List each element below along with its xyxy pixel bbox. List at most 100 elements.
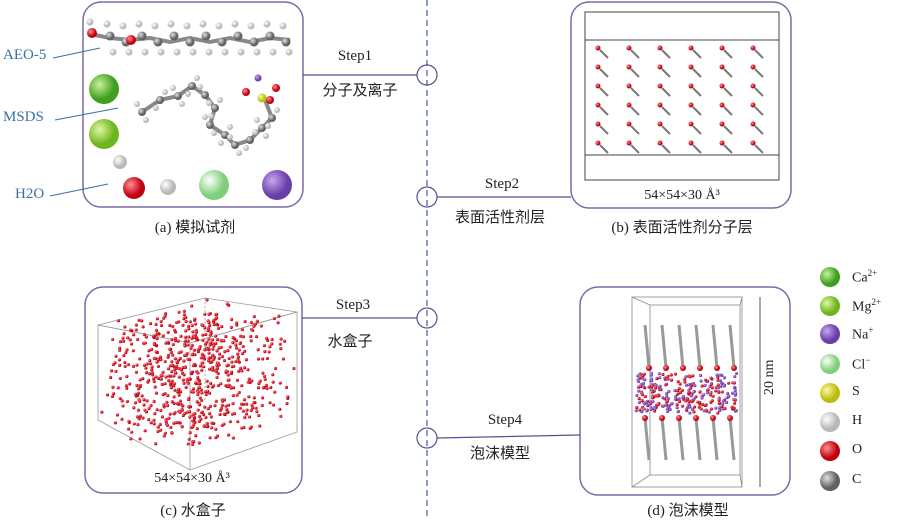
water-molecule [184, 315, 188, 320]
water-molecule [651, 400, 655, 404]
water-molecule [129, 437, 133, 441]
water-molecule [195, 427, 199, 431]
water-molecule [664, 391, 669, 396]
hydrogen-atom [254, 117, 260, 123]
legend-swatch-h [820, 412, 840, 432]
oxygen-atom [697, 365, 703, 371]
water-molecule [678, 382, 682, 386]
legend-item-o: O [852, 442, 863, 457]
water-molecule [132, 422, 136, 426]
panel-c-frame [84, 286, 303, 494]
water-molecule [194, 434, 198, 438]
panel-c-caption: (c) 水盒子 [160, 503, 226, 519]
water-molecule [733, 374, 737, 379]
water-molecule [155, 408, 159, 412]
water-molecule [203, 348, 207, 352]
water-molecule [692, 390, 696, 394]
water-molecule [186, 339, 190, 343]
sulfur-atom [257, 93, 267, 103]
water-molecule [216, 383, 221, 388]
water-molecule [172, 328, 177, 332]
water-molecule [142, 332, 147, 337]
water-molecule [118, 396, 122, 401]
water-molecule [226, 349, 230, 353]
hydrogen-atom [202, 114, 208, 120]
hydrogen-atom [218, 140, 224, 146]
water-molecule [163, 359, 167, 364]
water-molecule [638, 372, 642, 376]
water-molecule [278, 381, 282, 385]
water-molecule [730, 405, 734, 409]
water-molecule [164, 375, 168, 379]
oxygen-atom [626, 102, 632, 108]
water-molecule [720, 390, 724, 394]
water-molecule [211, 384, 216, 388]
legend-swatch-ca [820, 267, 840, 287]
oxygen-atom [688, 102, 694, 108]
water-molecule [120, 399, 124, 403]
water-molecule [716, 411, 720, 415]
water-molecule [231, 386, 236, 390]
oxygen-atom [693, 415, 699, 421]
water-molecule [152, 379, 156, 384]
water-molecule [258, 424, 262, 428]
water-molecule [169, 425, 173, 429]
water-molecule [113, 421, 118, 425]
water-molecule [141, 376, 145, 381]
water-molecule [128, 338, 132, 342]
water-molecule [166, 394, 170, 398]
water-molecule [171, 324, 175, 329]
water-molecule [659, 387, 663, 392]
water-molecule [166, 330, 170, 334]
water-molecule [170, 370, 174, 374]
water-molecule [269, 385, 273, 390]
water-molecule [228, 345, 232, 349]
water-molecule [134, 392, 138, 397]
water-molecule [197, 382, 201, 386]
water-molecule [715, 373, 719, 377]
oxygen-atom [126, 35, 136, 45]
hydrogen-atom [205, 48, 213, 56]
water-molecule [214, 369, 218, 373]
hydrogen-atom [86, 18, 94, 26]
water-molecule [643, 402, 647, 406]
water-molecule [187, 410, 192, 414]
oxygen-atom [688, 45, 694, 51]
oxygen-atom [750, 140, 756, 146]
step2-label: Step2 [484, 176, 520, 192]
water-molecule [122, 332, 126, 336]
water-molecule [637, 397, 641, 401]
water-molecule [226, 373, 230, 377]
water-molecule [166, 353, 171, 357]
water-molecule [718, 373, 722, 377]
water-molecule [144, 370, 149, 375]
water-molecule [236, 355, 241, 359]
carbon-atom [105, 31, 115, 41]
water-molecule [722, 384, 726, 388]
water-molecule [162, 316, 166, 320]
water-molecule [149, 421, 153, 425]
legend-swatch-cl [820, 354, 840, 374]
surfactant-molecule [630, 49, 640, 59]
water-molecule [639, 384, 643, 389]
water-molecule [147, 378, 151, 382]
water-molecule [179, 350, 183, 354]
water-molecule [207, 351, 211, 355]
water-molecule [210, 421, 214, 425]
water-molecule [147, 372, 152, 376]
surfactant-molecule-bottom [694, 417, 702, 461]
water-molecule [640, 399, 644, 403]
water-molecule [292, 366, 296, 371]
water-molecule [268, 345, 272, 349]
surfactant-molecule [630, 87, 640, 97]
water-molecule [246, 380, 250, 384]
water-molecule [125, 399, 129, 404]
water-molecule [204, 332, 208, 337]
water-molecule [264, 383, 269, 388]
water-molecule [241, 335, 246, 339]
water-molecule [138, 357, 142, 361]
water-molecule [722, 376, 727, 380]
water-molecule [170, 338, 174, 342]
surfactant-molecule [723, 87, 733, 97]
hydrogen-atom [153, 105, 159, 111]
